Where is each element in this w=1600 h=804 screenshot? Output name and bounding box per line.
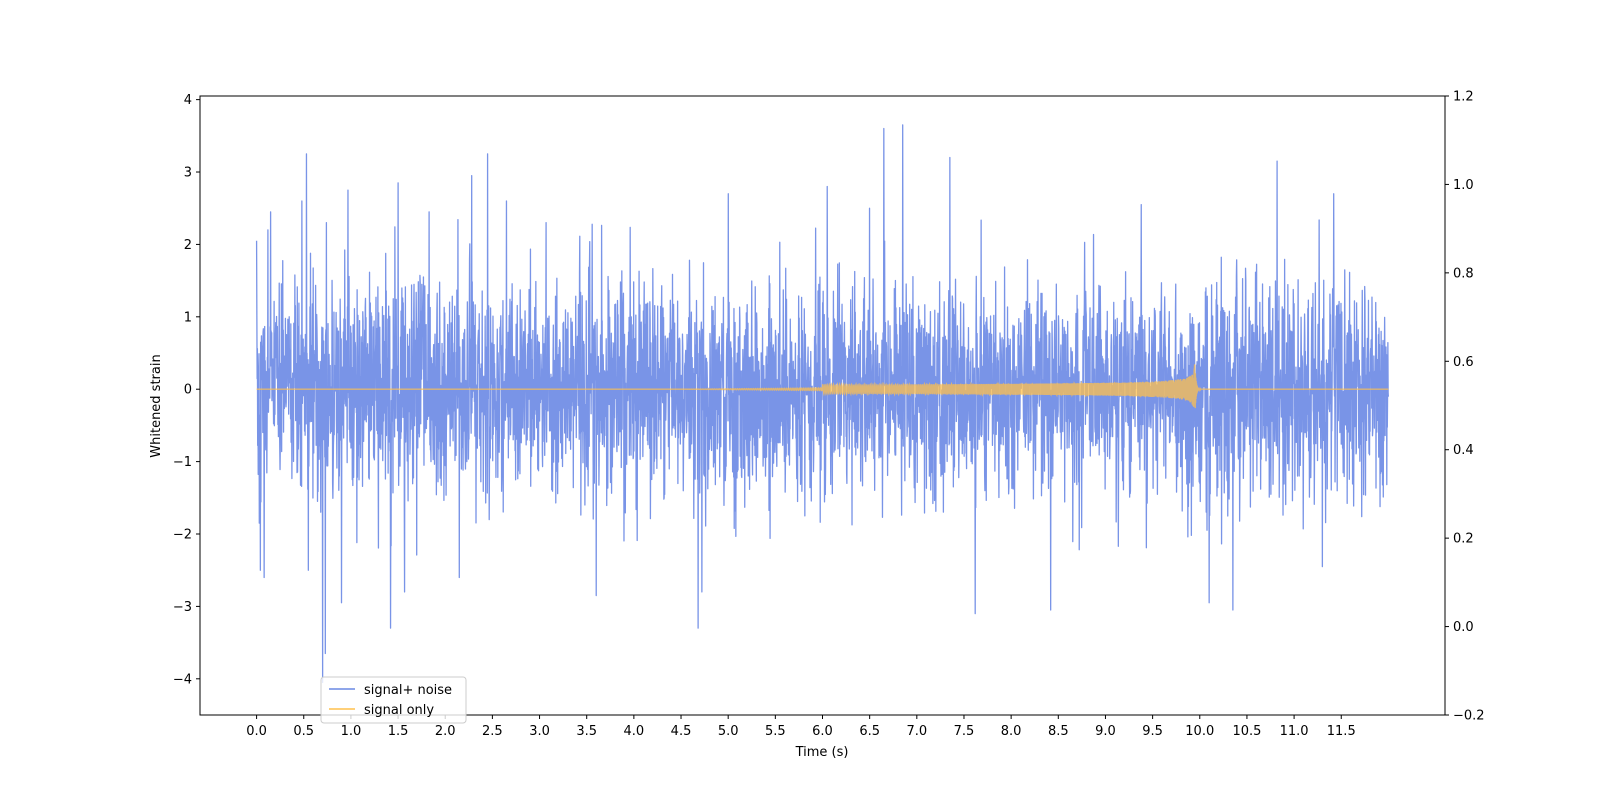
x-tick-label: 2.5 xyxy=(482,724,503,739)
x-tick-label: 4.0 xyxy=(624,724,645,739)
y2-tick-label: 0.2 xyxy=(1453,532,1474,547)
x-tick-label: 11.0 xyxy=(1280,724,1309,739)
y-tick-label: 2 xyxy=(184,238,192,253)
x-tick-label: 6.5 xyxy=(859,724,880,739)
x-tick-label: 1.5 xyxy=(388,724,409,739)
signal-only-series xyxy=(256,364,1389,409)
signal-noise-line xyxy=(255,124,1390,684)
x-tick-label: 6.0 xyxy=(812,724,833,739)
x-tick-label: 3.0 xyxy=(529,724,550,739)
y-axis-right: 1.2 1.0 0.8 0.6 0.4 0.2 0.0 −0.2 xyxy=(1445,90,1485,724)
y-tick-label: 3 xyxy=(184,166,192,181)
legend-label-signal-only: signal only xyxy=(364,703,434,718)
x-tick-label: 8.0 xyxy=(1001,724,1022,739)
y2-tick-label: 0.6 xyxy=(1453,355,1474,370)
y-axis-left: 4 3 2 1 0 −1 −2 −3 −4 xyxy=(173,93,200,687)
y2-tick-label: 0.8 xyxy=(1453,266,1474,281)
y-tick-label: 4 xyxy=(184,93,192,108)
x-tick-label: 11.5 xyxy=(1327,724,1356,739)
y2-tick-label: 0.0 xyxy=(1453,620,1474,635)
x-tick-label: 10.5 xyxy=(1232,724,1261,739)
legend-label-signal-noise: signal+ noise xyxy=(364,683,452,698)
y-tick-label: 1 xyxy=(184,310,192,325)
y-tick-label: −2 xyxy=(173,528,192,543)
y-tick-label: −4 xyxy=(173,672,192,687)
x-tick-label: 9.5 xyxy=(1142,724,1163,739)
y2-tick-label: 0.4 xyxy=(1453,443,1474,458)
y-tick-label: −3 xyxy=(173,600,192,615)
x-tick-label: 5.0 xyxy=(718,724,739,739)
signal-only-line xyxy=(256,364,1389,409)
x-tick-label: 7.0 xyxy=(906,724,927,739)
y2-tick-label: 1.2 xyxy=(1453,90,1474,105)
y2-tick-label: 1.0 xyxy=(1453,178,1474,193)
legend-box xyxy=(320,676,467,724)
y2-tick-label: −0.2 xyxy=(1453,709,1485,724)
x-tick-label: 1.0 xyxy=(341,724,362,739)
x-tick-label: 2.0 xyxy=(435,724,456,739)
x-tick-label: 4.5 xyxy=(671,724,692,739)
x-tick-label: 9.0 xyxy=(1095,724,1116,739)
x-tick-label: 10.0 xyxy=(1185,724,1214,739)
x-tick-label: 0.5 xyxy=(293,724,314,739)
x-tick-label: 8.5 xyxy=(1048,724,1069,739)
x-tick-label: 0.0 xyxy=(246,724,267,739)
y-tick-label: 0 xyxy=(184,383,192,398)
y-axis-label: Whitened strain xyxy=(149,354,164,457)
x-tick-label: 5.5 xyxy=(765,724,786,739)
x-axis-label: Time (s) xyxy=(795,745,849,760)
y-tick-label: −1 xyxy=(173,455,192,470)
x-tick-label: 3.5 xyxy=(576,724,597,739)
x-tick-label: 7.5 xyxy=(954,724,975,739)
signal-noise-series xyxy=(255,124,1390,684)
x-axis: 0.0 0.5 1.0 1.5 2.0 2.5 3.0 3.5 4.0 4.5 5.0 5.5 6.0 6… xyxy=(246,715,1356,739)
legend: signal+ noise signal only xyxy=(320,676,467,724)
